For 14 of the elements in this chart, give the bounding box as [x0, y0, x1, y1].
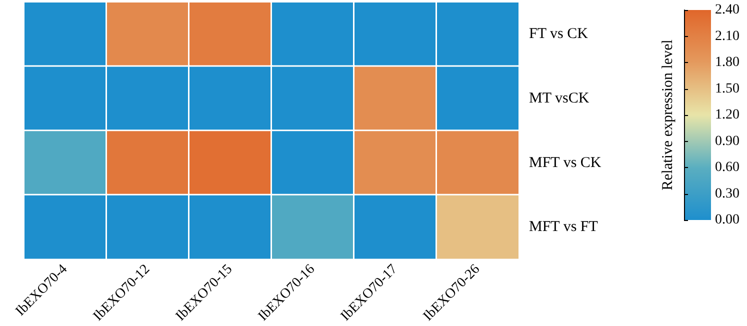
y-tick-label: MFT vs CK: [529, 154, 602, 171]
color-bar-label: 0.60: [715, 160, 740, 175]
color-bar-label: 0.00: [715, 212, 740, 228]
color-bar-label: 2.40: [715, 2, 740, 18]
y-tick-label: MT vsCK: [529, 90, 590, 106]
color-bar-label: 1.20: [715, 108, 740, 122]
y-tick-label: MFT vs FT: [529, 219, 598, 236]
color-bar-label: 0.30: [715, 186, 740, 202]
color-bar-label: 1.50: [715, 81, 740, 96]
y-tick-label: FT vs CK: [529, 26, 588, 42]
color-bar-label: 1.80: [715, 55, 740, 70]
color-bar-label: 0.90: [715, 134, 740, 149]
color-bar-label: 2.10: [715, 28, 740, 44]
color-bar-title: Relative expression level: [660, 40, 676, 190]
